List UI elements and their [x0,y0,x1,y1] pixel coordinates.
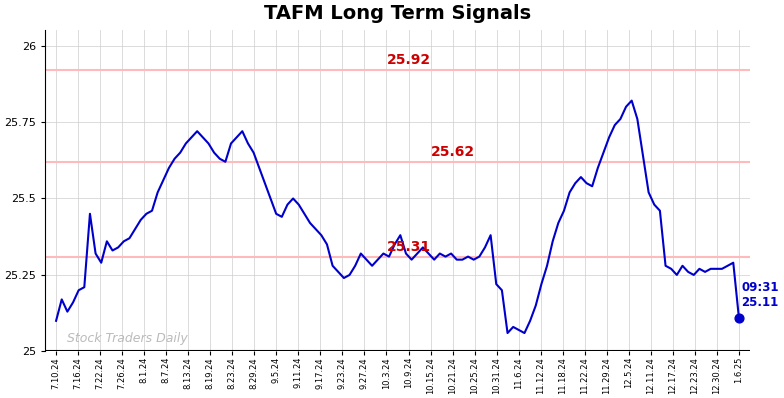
Text: 25.92: 25.92 [387,53,430,67]
Text: 09:31
25.11: 09:31 25.11 [741,281,779,308]
Title: TAFM Long Term Signals: TAFM Long Term Signals [264,4,531,23]
Text: 25.31: 25.31 [387,240,430,254]
Point [732,314,745,321]
Text: 25.62: 25.62 [430,145,474,159]
Text: Stock Traders Daily: Stock Traders Daily [67,332,188,345]
